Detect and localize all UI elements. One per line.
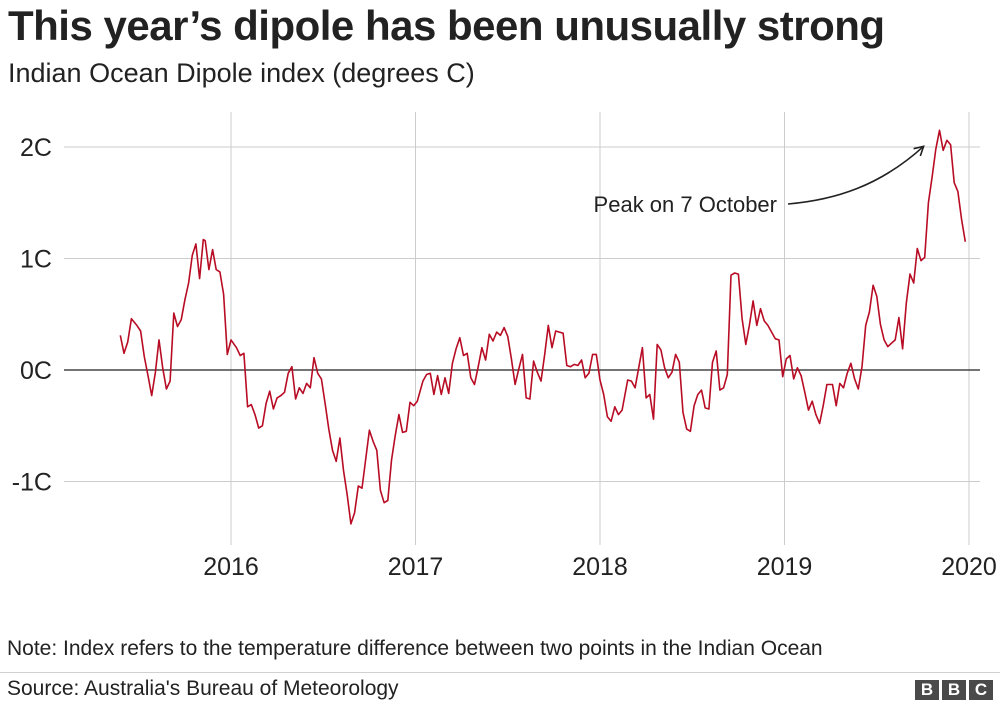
x-tick-label: 2019 bbox=[757, 553, 813, 581]
chart-note: Note: Index refers to the temperature di… bbox=[7, 637, 823, 660]
y-tick-label: 0C bbox=[20, 357, 52, 385]
series-line bbox=[119, 129, 967, 525]
line-chart: 2C 1C 0C -1C 2016 2017 2018 2019 2020 Peak on 7 … bbox=[12, 112, 997, 581]
bbc-logo: B B C bbox=[915, 680, 993, 700]
y-tick-label: 2C bbox=[20, 134, 52, 162]
bbc-logo-block: B bbox=[942, 680, 966, 700]
chart-title: This year’s dipole has been unusually st… bbox=[8, 2, 885, 49]
source-line: Source: Australia's Bureau of Meteorolog… bbox=[7, 677, 399, 700]
x-tick-label: 2018 bbox=[572, 553, 628, 581]
y-tick-label: 1C bbox=[20, 246, 52, 274]
annotation-arrow bbox=[787, 145, 925, 205]
bbc-logo-block: B bbox=[915, 680, 939, 700]
chart-subtitle: Indian Ocean Dipole index (degrees C) bbox=[8, 58, 475, 88]
annotation-label: Peak on 7 October bbox=[594, 192, 777, 217]
bbc-logo-block: C bbox=[969, 680, 993, 700]
y-tick-label: -1C bbox=[12, 469, 52, 497]
x-tick-label: 2020 bbox=[941, 553, 997, 581]
footer-divider bbox=[0, 672, 1000, 673]
x-tick-label: 2016 bbox=[203, 553, 259, 581]
x-tick-label: 2017 bbox=[388, 553, 444, 581]
